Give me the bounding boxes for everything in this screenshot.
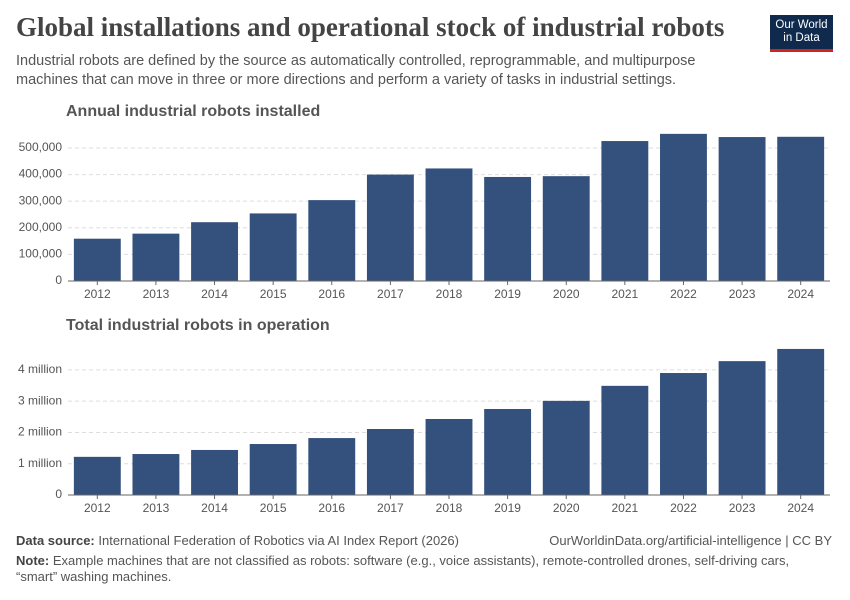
x-tick-label: 2024 xyxy=(787,287,814,301)
y-tick-label: 0 xyxy=(55,487,62,501)
x-tick-label: 2012 xyxy=(84,501,111,515)
bar xyxy=(601,385,649,495)
x-tick-label: 2019 xyxy=(494,287,521,301)
x-tick-label: 2021 xyxy=(611,501,638,515)
x-tick-label: 2023 xyxy=(729,287,756,301)
bar xyxy=(660,373,707,495)
x-tick-label: 2022 xyxy=(670,501,697,515)
x-tick-label: 2018 xyxy=(436,501,463,515)
x-tick-label: 2017 xyxy=(377,501,404,515)
bar xyxy=(601,141,649,281)
x-tick-label: 2022 xyxy=(670,287,697,301)
x-tick-label: 2024 xyxy=(787,501,814,515)
x-tick-label: 2014 xyxy=(201,287,228,301)
x-tick-label: 2015 xyxy=(260,287,287,301)
bar xyxy=(718,137,766,281)
bar xyxy=(542,176,590,281)
x-tick-label: 2021 xyxy=(611,287,638,301)
source-label: Data source: xyxy=(16,533,95,548)
bar xyxy=(777,136,825,281)
y-tick-label: 200,000 xyxy=(19,220,63,234)
bar xyxy=(308,438,356,495)
note-label: Note: xyxy=(16,553,50,568)
y-tick-label: 4 million xyxy=(18,362,62,376)
y-tick-label: 500,000 xyxy=(19,140,63,154)
y-tick-label: 0 xyxy=(55,273,62,287)
x-tick-label: 2014 xyxy=(201,501,228,515)
x-tick-label: 2018 xyxy=(436,287,463,301)
note-text: Example machines that are not classified… xyxy=(16,553,790,584)
title: Global installations and operational sto… xyxy=(16,12,725,42)
bar xyxy=(366,429,414,495)
y-tick-label: 2 million xyxy=(18,425,62,439)
y-tick-label: 100,000 xyxy=(19,247,63,261)
x-tick-label: 2020 xyxy=(553,501,580,515)
x-tick-label: 2017 xyxy=(377,287,404,301)
bar xyxy=(249,213,297,281)
bar xyxy=(484,408,532,495)
logo[interactable]: Our World in Data xyxy=(770,15,833,52)
bar xyxy=(366,174,414,281)
chart-title: Annual industrial robots installed xyxy=(66,103,320,120)
bar xyxy=(484,176,532,281)
bar xyxy=(425,418,473,495)
source-text: International Federation of Robotics via… xyxy=(98,533,459,548)
bar xyxy=(191,449,238,495)
x-tick-label: 2015 xyxy=(260,501,287,515)
x-tick-label: 2013 xyxy=(143,287,170,301)
x-tick-label: 2019 xyxy=(494,501,521,515)
x-tick-label: 2020 xyxy=(553,287,580,301)
x-tick-label: 2012 xyxy=(84,287,111,301)
note: Note: Example machines that are not clas… xyxy=(16,553,826,585)
bar xyxy=(73,238,121,281)
bar xyxy=(249,444,297,495)
y-tick-label: 3 million xyxy=(18,393,62,407)
bar xyxy=(777,348,825,495)
bar xyxy=(132,233,180,281)
source: Data source: International Federation of… xyxy=(16,533,459,548)
bar xyxy=(660,133,707,281)
bar xyxy=(425,168,473,281)
bar xyxy=(542,400,590,495)
y-tick-label: 300,000 xyxy=(19,193,63,207)
y-tick-label: 1 million xyxy=(18,456,62,470)
bar xyxy=(308,200,356,281)
bar xyxy=(718,361,766,495)
bar xyxy=(191,222,238,281)
x-tick-label: 2016 xyxy=(318,287,345,301)
url[interactable]: OurWorldinData.org/artificial-intelligen… xyxy=(549,533,832,548)
x-tick-label: 2016 xyxy=(318,501,345,515)
chart-title: Total industrial robots in operation xyxy=(66,317,330,334)
logo-line: Our World xyxy=(775,19,828,31)
x-tick-label: 2013 xyxy=(143,501,170,515)
bar xyxy=(73,456,121,495)
logo-line: in Data xyxy=(783,32,820,44)
y-tick-label: 400,000 xyxy=(19,167,63,181)
subtitle: Industrial robots are defined by the sou… xyxy=(16,53,696,88)
bar xyxy=(132,454,180,495)
x-tick-label: 2023 xyxy=(729,501,756,515)
